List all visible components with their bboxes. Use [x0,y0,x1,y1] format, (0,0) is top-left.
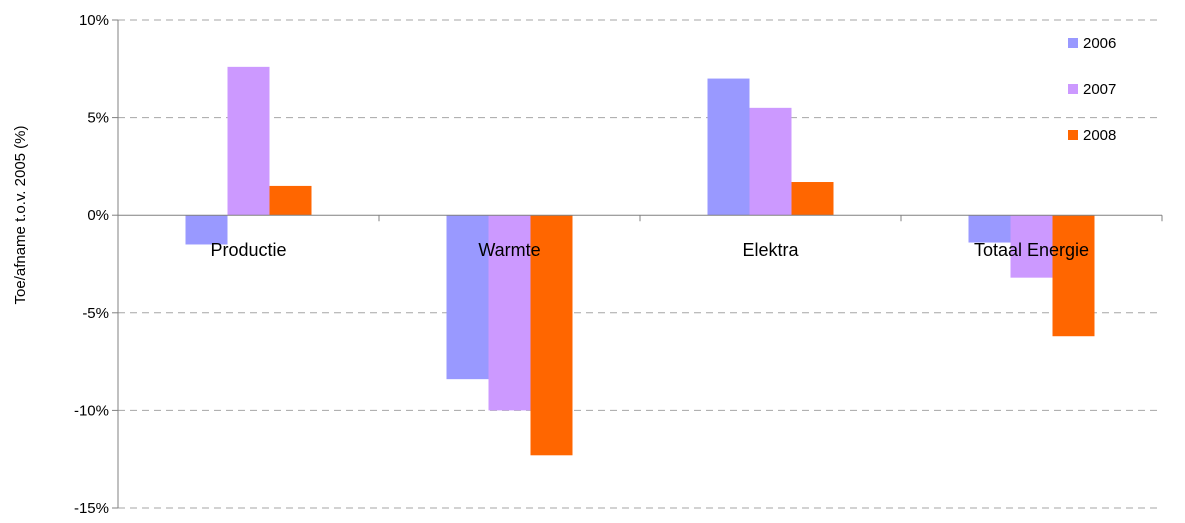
bar-2006-2 [446,215,489,380]
category-label: Warmte [478,240,540,260]
bar-2008-3 [791,182,834,216]
bar-2007-4 [1010,215,1053,278]
axis-labels: 10% 5% 0% -5% -10% -15% Productie Warmte Elektra… [74,12,1089,517]
category-label: Totaal Energie [974,240,1089,260]
bar-2006-1 [185,215,228,245]
y-tick-label: 5% [87,110,109,127]
legend-label-2006: 2006 [1083,35,1116,52]
y-tick-label: -5% [82,305,109,322]
category-label: Elektra [742,240,799,260]
legend-swatch-2008 [1068,130,1078,140]
bar-2007-3 [749,107,792,216]
bar-2008-1 [269,185,312,216]
bars [185,66,1095,456]
legend: 2006 2007 2008 [1068,35,1116,144]
axes [112,19,1163,509]
bar-2006-4 [968,215,1011,243]
gridlines [118,19,1162,509]
legend-label-2008: 2008 [1083,127,1116,144]
y-tick-label: -15% [74,500,109,517]
category-label: Productie [210,240,286,260]
y-axis-title: Toe/afname t.o.v. 2005 (%) [12,126,29,305]
legend-swatch-2007 [1068,84,1078,94]
bar-2008-4 [1052,215,1095,337]
legend-label-2007: 2007 [1083,81,1116,98]
bar-2008-2 [530,215,573,456]
y-tick-label: -10% [74,402,109,419]
bar-2006-3 [707,78,750,216]
legend-swatch-2006 [1068,38,1078,48]
y-tick-label: 0% [87,207,109,224]
y-tick-label: 10% [79,12,109,29]
bar-2007-1 [227,66,270,216]
bar-2007-2 [488,215,531,411]
